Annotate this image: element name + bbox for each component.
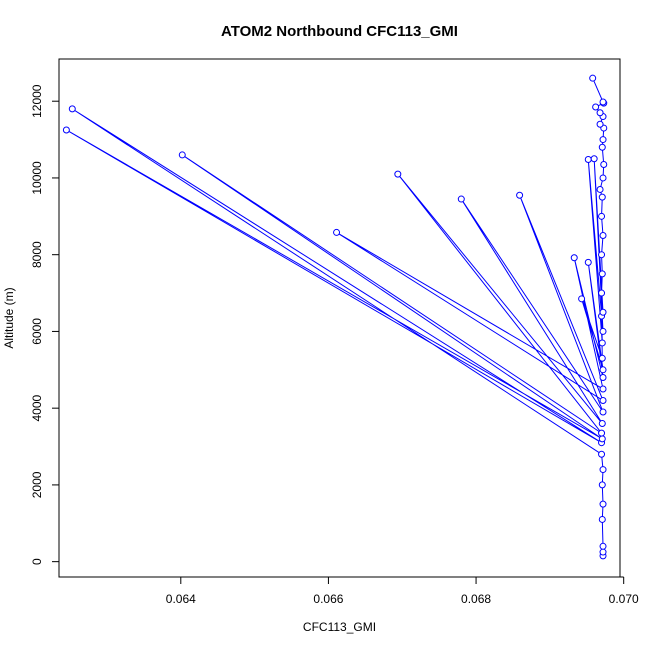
x-axis: 0.064 0.066 0.068 0.070: [166, 576, 639, 606]
x-tick-label: 0.068: [461, 592, 491, 606]
data-point: [598, 193, 606, 201]
data-point: [599, 396, 607, 404]
data-point: [599, 174, 607, 182]
data-point: [599, 136, 607, 144]
x-tick-label: 0.066: [313, 592, 343, 606]
y-tick-label: 0: [30, 558, 44, 565]
y-tick-label: 12000: [30, 84, 44, 118]
data-point: [584, 156, 592, 164]
y-tick-label: 10000: [30, 161, 44, 195]
data-point: [599, 385, 607, 393]
data-point: [599, 366, 607, 374]
data-point: [592, 103, 600, 111]
data-point: [570, 254, 578, 262]
data-point: [599, 373, 607, 381]
data-point: [68, 105, 76, 113]
chart-title: ATOM2 Northbound CFC113_GMI: [221, 23, 458, 40]
data-point: [333, 228, 341, 236]
data-point: [599, 327, 607, 335]
series-layer: [62, 74, 608, 560]
data-point: [62, 126, 70, 134]
data-point: [598, 339, 606, 347]
data-point: [394, 170, 402, 178]
data-point: [599, 408, 607, 416]
y-tick-label: 4000: [30, 395, 44, 422]
data-point: [598, 270, 606, 278]
data-point: [599, 232, 607, 240]
data-point: [599, 548, 607, 556]
data-point: [599, 466, 607, 474]
data-point: [598, 450, 606, 458]
data-point: [590, 155, 598, 163]
y-tick-label: 8000: [30, 241, 44, 268]
data-point: [596, 109, 604, 117]
data-point: [596, 120, 604, 128]
data-point: [600, 161, 608, 169]
data-point: [599, 98, 607, 106]
x-tick-label: 0.064: [166, 592, 196, 606]
x-tick-label: 0.070: [609, 592, 639, 606]
data-point: [598, 143, 606, 151]
data-point: [598, 420, 606, 428]
data-point: [598, 212, 606, 220]
data-point: [457, 195, 465, 203]
data-point: [178, 151, 186, 159]
data-point: [598, 435, 606, 443]
data-point: [598, 251, 606, 259]
y-axis-label: Altitude (m): [2, 287, 16, 348]
data-point: [598, 354, 606, 362]
data-point: [599, 308, 607, 316]
data-point: [599, 500, 607, 508]
data-point: [598, 481, 606, 489]
data-point: [516, 191, 524, 199]
data-point: [584, 258, 592, 266]
data-point: [589, 74, 597, 82]
data-point: [598, 515, 606, 523]
y-axis: 0 2000 4000 6000 8000 10000 12000: [30, 84, 60, 565]
data-point: [599, 542, 607, 550]
data-point: [598, 429, 606, 437]
data-point: [578, 295, 586, 303]
y-tick-label: 6000: [30, 318, 44, 345]
x-axis-label: CFC113_GMI: [303, 620, 376, 634]
data-point: [598, 289, 606, 297]
data-point: [596, 185, 604, 193]
y-tick-label: 2000: [30, 471, 44, 498]
